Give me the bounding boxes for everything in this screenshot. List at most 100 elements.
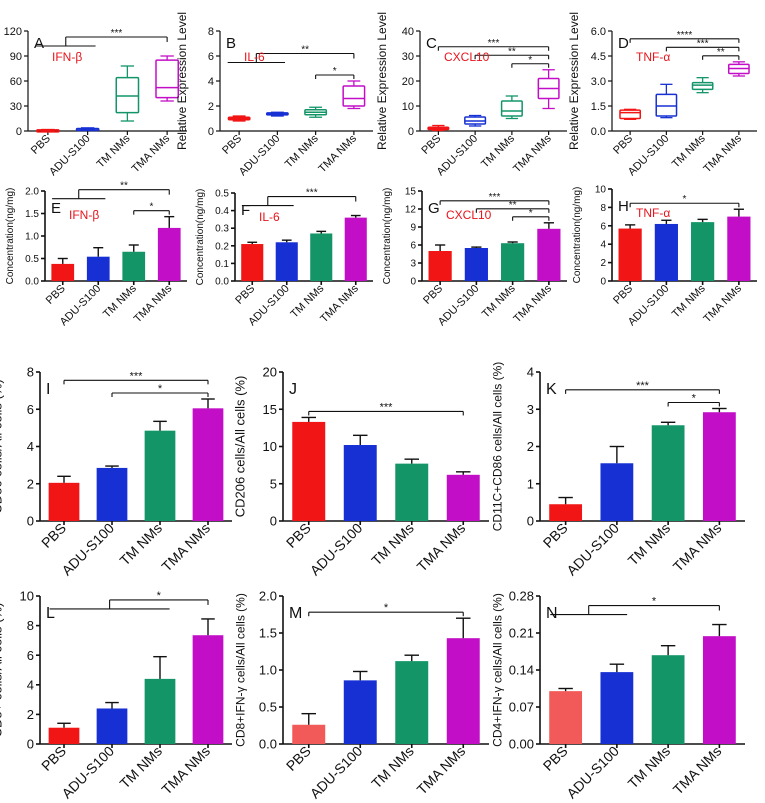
- x-tick-label: TMA NMs: [670, 520, 725, 575]
- bar-2: [600, 672, 634, 744]
- bar-4: [537, 228, 561, 281]
- y-axis-label: CD4+IFN-γ cells/All cells (%): [490, 593, 504, 747]
- significance-bracket: *: [315, 66, 355, 79]
- significance-label: *: [683, 194, 687, 205]
- y-tick-label: 0.3: [215, 224, 229, 235]
- bar-4: [727, 216, 751, 281]
- bar-3: [144, 430, 176, 521]
- significance-bracket: *: [511, 55, 550, 68]
- bar-1: [549, 504, 583, 521]
- x-tick-label: TMA NMs: [158, 520, 213, 575]
- panel-letter: G: [428, 200, 440, 217]
- bar-3: [122, 251, 146, 281]
- box-2: [655, 83, 678, 119]
- significance-label: ***: [380, 401, 394, 413]
- x-tick-label: ADU-S100: [47, 133, 93, 179]
- panel-letter: I: [46, 381, 50, 398]
- y-tick-label: 3: [527, 402, 534, 417]
- significance-label: ***: [697, 38, 709, 49]
- x-tick-label: TMA NMs: [414, 743, 469, 798]
- y-tick-label: 60: [10, 76, 22, 88]
- bar-4: [702, 412, 736, 521]
- panel-f: 0.0 0.1 0.2 0.3 0.4 0.5 Concentration(ng/mg) PB…: [195, 188, 373, 328]
- x-tick-label: PBS: [29, 133, 53, 157]
- bar-1: [618, 228, 642, 281]
- y-tick-label: 0.14: [509, 663, 534, 678]
- panel-b: 0 2 4 6 8 Relative Expression Level PBSADU-S10…: [175, 12, 373, 178]
- significance-label: **: [301, 45, 309, 56]
- bar-2: [654, 223, 678, 281]
- significance-bracket: ***: [437, 38, 550, 51]
- significance-bracket: **: [702, 47, 740, 60]
- significance-bracket: ***: [63, 370, 209, 385]
- y-tick-label: 6: [600, 221, 606, 232]
- bar-1: [292, 724, 326, 744]
- y-tick-label: 1.0: [259, 663, 277, 678]
- significance-label: ***: [111, 28, 123, 39]
- y-tick-label: 2: [527, 439, 534, 454]
- bar-2: [86, 256, 110, 281]
- y-tick-label: 0: [410, 277, 416, 288]
- y-tick-label: 0: [16, 126, 22, 138]
- x-tick-label: ADU-S100: [563, 743, 622, 802]
- bar-1: [428, 251, 452, 281]
- bar-2: [275, 242, 298, 281]
- x-tick-label: PBS: [220, 133, 244, 157]
- y-tick-label: 5: [270, 476, 277, 491]
- y-tick-label: 0.28: [509, 589, 534, 604]
- bar-1: [48, 727, 80, 744]
- significance-bracket: *: [629, 194, 740, 208]
- panel-letter: H: [618, 198, 629, 215]
- significance-label: ****: [677, 30, 693, 41]
- bar-1: [549, 691, 583, 744]
- significance-label: ***: [489, 192, 501, 203]
- x-tick-label: PBS: [421, 283, 445, 307]
- panel-letter: B: [226, 35, 236, 52]
- bar-4: [157, 227, 181, 281]
- box-3: [500, 95, 523, 120]
- bar-3: [651, 425, 685, 521]
- x-tick-label: ADU-S100: [237, 133, 283, 179]
- x-tick-label: TMA NMs: [316, 132, 359, 175]
- box-body: [115, 76, 140, 114]
- bar-3: [395, 661, 429, 744]
- y-tick-label: 4: [527, 365, 534, 380]
- y-axis-label: Relative Expression Level: [375, 12, 389, 150]
- x-tick-label: TM NMs: [368, 520, 417, 569]
- x-tick-label: TMA NMs: [511, 282, 554, 325]
- panel-letter: N: [546, 605, 558, 622]
- significance-bracket: ***: [439, 192, 550, 205]
- panel-e: 0.00.51.01.52.0Concentration(ng/mg)PBSAD…: [5, 181, 187, 328]
- y-tick-label: 10: [402, 101, 414, 113]
- significance-bracket: ***: [35, 28, 168, 47]
- y-tick-label: 10: [263, 439, 277, 454]
- y-axis-label: Concentration(ng/mg): [195, 189, 206, 286]
- panel-letter: L: [46, 605, 55, 622]
- x-tick-label: TM NMs: [116, 520, 165, 569]
- significance-label: *: [333, 66, 337, 77]
- y-tick-label: 0.4: [215, 206, 229, 217]
- panel-g: 03691215Concentration(ng/mg)PBSADU-S100T…: [382, 187, 567, 328]
- panel-subtitle: TNF-α: [636, 206, 670, 220]
- bar-4: [192, 408, 224, 521]
- significance-label: *: [652, 596, 657, 608]
- significance-label: *: [528, 55, 532, 66]
- x-tick-label: TM NMs: [283, 132, 321, 170]
- bar-3: [691, 222, 715, 281]
- box-body: [155, 59, 180, 99]
- y-tick-label: 0.07: [509, 700, 534, 715]
- panel-letter: D: [618, 35, 629, 52]
- x-tick-label: TM NMs: [479, 132, 517, 170]
- bar-3: [310, 233, 333, 281]
- bar-1: [292, 421, 326, 521]
- panel-letter: K: [546, 381, 557, 398]
- box-3: [115, 65, 140, 122]
- significance-bracket: ***: [665, 38, 740, 52]
- panel-subtitle: IL-6: [244, 50, 265, 64]
- y-tick-label: 4.5: [591, 51, 606, 63]
- panel-subtitle: CXCL10: [444, 50, 490, 64]
- y-tick-label: 8: [27, 365, 34, 380]
- y-tick-label: 0.5: [259, 700, 277, 715]
